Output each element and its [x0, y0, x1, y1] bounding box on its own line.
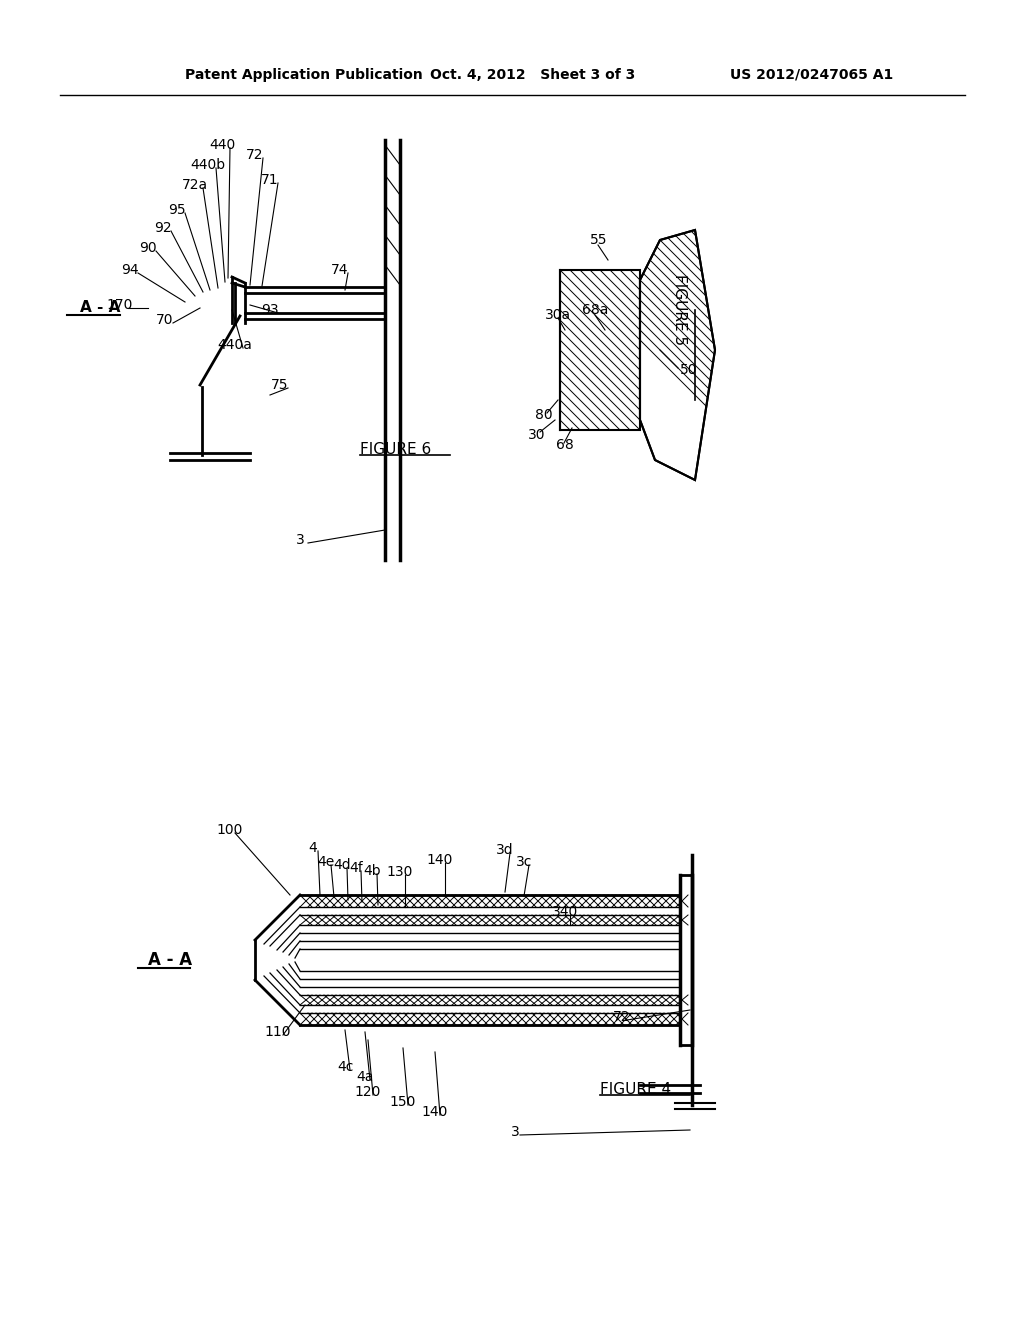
Text: 93: 93: [261, 304, 279, 317]
Text: 4d: 4d: [333, 858, 351, 873]
Text: 440a: 440a: [217, 338, 253, 352]
Text: 120: 120: [354, 1085, 381, 1100]
Text: 4f: 4f: [349, 861, 362, 875]
Text: 74: 74: [331, 263, 349, 277]
Text: 72: 72: [246, 148, 264, 162]
Text: 72: 72: [613, 1010, 631, 1024]
Text: A - A: A - A: [80, 301, 121, 315]
Text: 150: 150: [390, 1096, 416, 1109]
Text: 4c: 4c: [337, 1060, 353, 1074]
Text: FIGURE 6: FIGURE 6: [360, 442, 431, 458]
Text: 90: 90: [139, 242, 157, 255]
Text: Oct. 4, 2012   Sheet 3 of 3: Oct. 4, 2012 Sheet 3 of 3: [430, 69, 635, 82]
Text: 3c: 3c: [516, 855, 532, 869]
Text: Patent Application Publication: Patent Application Publication: [185, 69, 423, 82]
Text: 94: 94: [121, 263, 139, 277]
Text: 4a: 4a: [356, 1071, 374, 1084]
Text: 4: 4: [308, 841, 317, 855]
Text: 140: 140: [427, 853, 454, 867]
Text: 170: 170: [106, 298, 133, 312]
Text: FIGURE 4: FIGURE 4: [600, 1082, 671, 1097]
Text: 440b: 440b: [190, 158, 225, 172]
Text: 92: 92: [155, 220, 172, 235]
Text: 50: 50: [680, 363, 697, 378]
Text: 68a: 68a: [582, 304, 608, 317]
Text: 3d: 3d: [497, 843, 514, 857]
Text: 140: 140: [422, 1105, 449, 1119]
Text: FIGURE 5: FIGURE 5: [672, 275, 687, 346]
Text: 71: 71: [261, 173, 279, 187]
Text: 100: 100: [217, 822, 243, 837]
Polygon shape: [640, 230, 715, 480]
Text: 30a: 30a: [545, 308, 571, 322]
Text: 70: 70: [157, 313, 174, 327]
Text: A - A: A - A: [148, 950, 193, 969]
Text: 440: 440: [209, 139, 236, 152]
Text: 30: 30: [528, 428, 546, 442]
Text: 110: 110: [265, 1026, 291, 1039]
Bar: [560, 271, 640, 430]
Text: 95: 95: [168, 203, 185, 216]
Text: 130: 130: [387, 865, 414, 879]
Text: 4b: 4b: [364, 865, 381, 878]
Text: 3: 3: [511, 1125, 519, 1139]
Text: 4e: 4e: [317, 855, 335, 869]
Text: US 2012/0247065 A1: US 2012/0247065 A1: [730, 69, 893, 82]
Text: 55: 55: [590, 234, 607, 247]
Text: 72a: 72a: [182, 178, 208, 191]
Text: 3: 3: [296, 533, 304, 546]
Text: 75: 75: [271, 378, 289, 392]
Text: 340: 340: [552, 906, 579, 919]
Text: 68: 68: [556, 438, 573, 451]
Text: 80: 80: [535, 408, 553, 422]
